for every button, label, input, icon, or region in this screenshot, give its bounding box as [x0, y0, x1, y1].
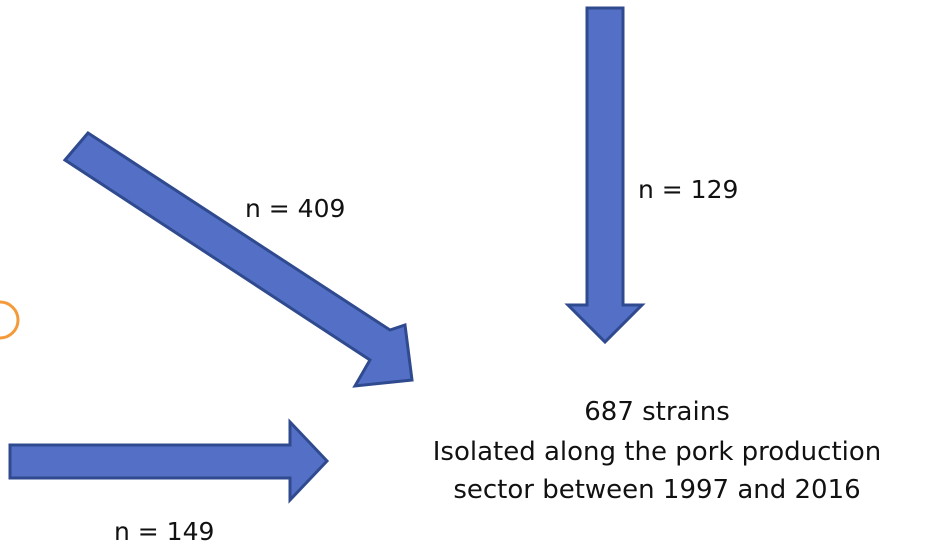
arrow-bottom	[8, 418, 330, 504]
target-text: sector between 1997 and 2016	[453, 475, 860, 505]
arrow-label: n = 129	[638, 175, 738, 204]
arrow-diagonal	[62, 131, 414, 388]
arrow-top	[564, 6, 646, 345]
arrow-label: n = 149	[114, 517, 214, 546]
target-text: 687 strains	[584, 397, 730, 427]
partial-circle	[0, 300, 20, 340]
target-text: Isolated along the pork production	[433, 437, 882, 467]
arrow-label: n = 409	[245, 194, 345, 223]
